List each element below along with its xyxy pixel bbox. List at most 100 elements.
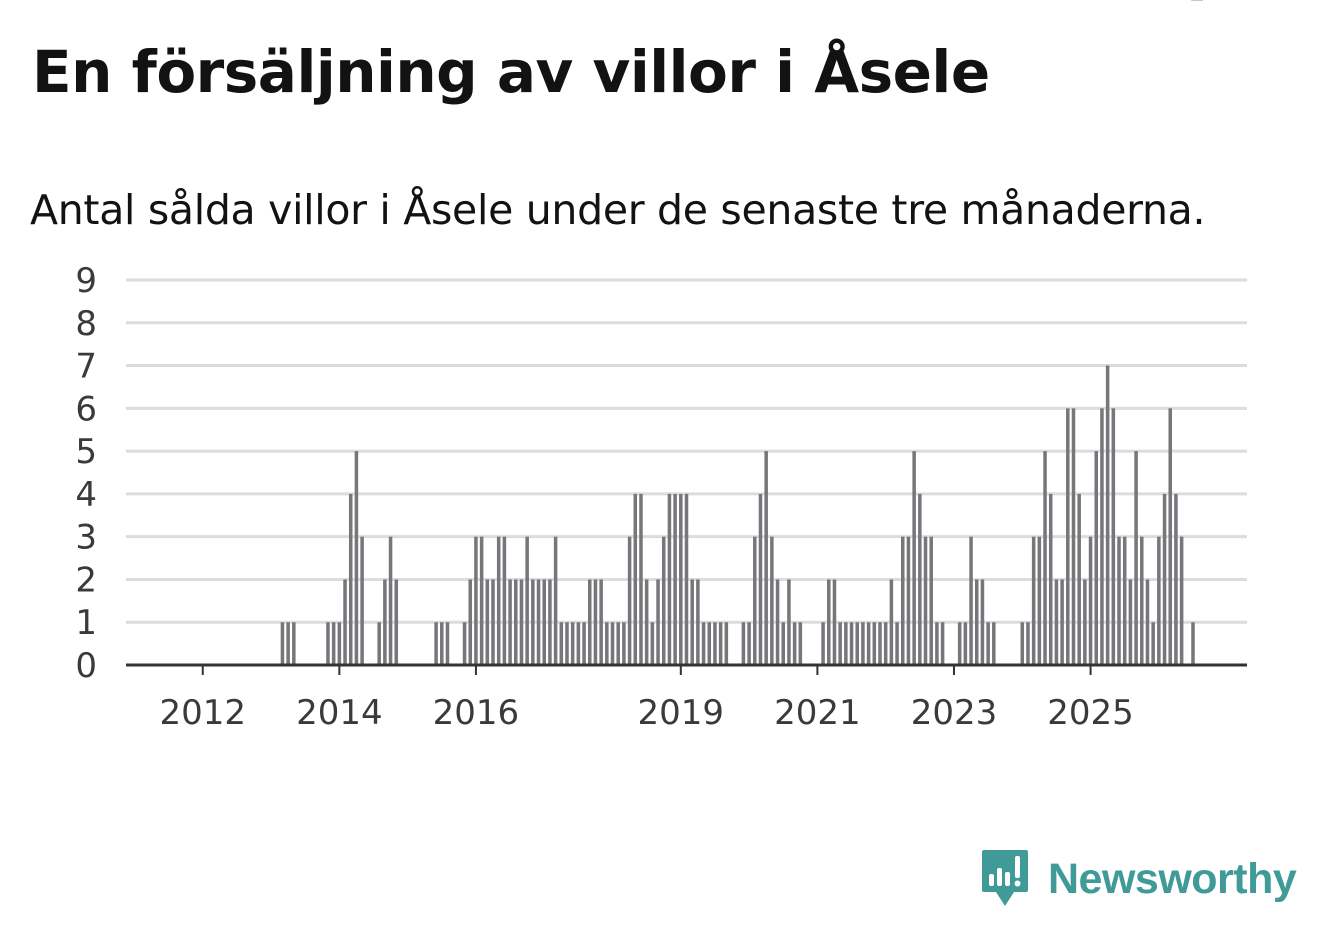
bar	[587, 579, 592, 665]
bar	[1105, 365, 1110, 665]
bar	[912, 451, 916, 665]
x-tick-label: 2023	[911, 693, 998, 733]
bar	[855, 622, 859, 665]
bar	[360, 536, 364, 665]
bar	[331, 622, 336, 665]
bar	[849, 622, 854, 665]
bar	[1134, 451, 1138, 665]
bar	[1020, 622, 1025, 665]
bar	[1094, 451, 1099, 665]
bar	[770, 536, 774, 665]
bar	[684, 493, 689, 665]
bar	[900, 536, 905, 665]
bar	[696, 579, 700, 665]
chart-title: En försäljning av villor i Åsele	[32, 38, 990, 106]
bar	[707, 622, 712, 665]
x-tick-label: 2012	[159, 693, 246, 733]
bar	[1054, 579, 1059, 665]
bar	[1043, 451, 1047, 665]
bar	[1174, 493, 1178, 665]
bar	[838, 622, 842, 665]
bar	[844, 622, 848, 665]
bar	[741, 622, 746, 665]
bar	[485, 579, 490, 665]
bar	[940, 622, 945, 665]
bar	[957, 622, 962, 665]
y-tick-label: 3	[75, 518, 97, 558]
bar	[582, 622, 586, 665]
bar	[656, 579, 660, 665]
bar	[616, 622, 620, 665]
bar	[1168, 408, 1173, 665]
bar	[878, 622, 882, 665]
bar	[440, 622, 444, 665]
bar	[821, 622, 825, 665]
highlight-value-label: 1	[1188, 0, 1206, 7]
bar	[753, 536, 757, 665]
bar-chart: 012345678920122014201620192021202320251	[75, 0, 1247, 733]
bar	[974, 579, 979, 665]
bar	[690, 579, 694, 665]
bar	[337, 622, 342, 665]
bar	[775, 579, 780, 665]
bar	[565, 622, 569, 665]
bar	[781, 622, 786, 665]
bar	[531, 579, 535, 665]
bar	[673, 493, 677, 665]
bar	[986, 622, 990, 665]
bar	[992, 622, 996, 665]
bar	[292, 622, 296, 665]
bar	[963, 622, 968, 665]
bar	[1088, 536, 1093, 665]
bar	[713, 622, 717, 665]
bar	[610, 622, 615, 665]
bar	[724, 622, 729, 665]
bar	[548, 579, 552, 665]
y-tick-label: 9	[75, 261, 97, 301]
bar	[559, 622, 564, 665]
bar	[701, 622, 706, 665]
y-tick-label: 2	[75, 560, 97, 600]
bar	[1083, 579, 1087, 665]
x-tick-label: 2025	[1047, 693, 1134, 733]
bar	[758, 493, 763, 665]
bar	[1060, 579, 1064, 665]
bar	[1031, 536, 1036, 665]
brand-name: Newsworthy	[1048, 854, 1297, 903]
bar	[348, 493, 353, 665]
bar	[383, 579, 387, 665]
bar	[872, 622, 877, 665]
bar	[883, 622, 888, 665]
bar	[542, 579, 546, 665]
bar	[929, 536, 933, 665]
bar	[1066, 408, 1070, 665]
bar	[1140, 536, 1144, 665]
bar	[343, 579, 347, 665]
bar	[832, 579, 837, 665]
newsworthy-logo-icon	[982, 850, 1028, 906]
bar	[980, 579, 985, 665]
bar	[496, 536, 501, 665]
bar	[1162, 493, 1167, 665]
bar	[474, 536, 478, 665]
x-tick-label: 2014	[296, 693, 383, 733]
bar	[445, 622, 450, 665]
bar	[536, 579, 541, 665]
bar	[866, 622, 871, 665]
bar	[667, 493, 672, 665]
bar	[827, 579, 831, 665]
y-tick-label: 4	[75, 475, 97, 515]
bar	[627, 536, 632, 665]
bar	[923, 536, 928, 665]
bar	[935, 622, 939, 665]
bar	[1071, 408, 1076, 665]
bar	[1145, 579, 1150, 665]
bar	[326, 622, 330, 665]
bar	[1117, 536, 1121, 665]
bar	[798, 622, 803, 665]
bar	[462, 622, 467, 665]
bar	[889, 579, 894, 665]
bar	[1122, 536, 1127, 665]
bar	[639, 493, 643, 665]
bar	[747, 622, 751, 665]
